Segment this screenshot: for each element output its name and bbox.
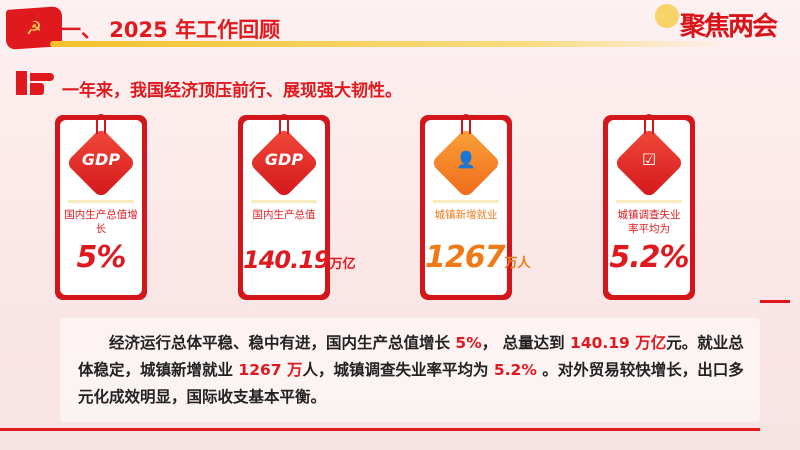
summary-text: 经济运行总体平稳、稳中有进，国内生产总值增长 5%， 总量达到 140.19 万… <box>78 334 744 406</box>
stat-card-gdp-total: GDP 国内生产总值 140.19万亿 <box>238 114 356 300</box>
checklist-icon: ☑ <box>641 150 657 169</box>
corner-accent <box>760 300 790 303</box>
sun-decoration <box>655 4 679 28</box>
section-subtitle: 一年来，我国经济顶压前行、展现强大韧性。 <box>62 81 402 101</box>
title-underline <box>50 41 730 47</box>
stat-card-employment: 👤 城镇新增就业 1267万人 <box>420 114 531 300</box>
stat-card-unemployment: ☑ 城镇调查失业率平均为 5.2% <box>603 114 695 300</box>
card-label: 国内生产总值增长 <box>64 209 138 235</box>
logo: 聚焦两会 <box>680 12 778 42</box>
worker-icon: 👤 <box>456 150 476 169</box>
card-value: 5% <box>76 240 127 275</box>
summary-box <box>60 318 760 422</box>
bottom-divider <box>0 428 760 431</box>
pointing-hand-icon <box>16 71 54 95</box>
card-value: 5.2% <box>609 240 689 275</box>
page-title: 一、 2025 年工作回顾 <box>60 18 281 42</box>
card-label: 城镇新增就业 <box>434 209 498 221</box>
gdp-icon: GDP <box>264 150 304 169</box>
gdp-icon: GDP <box>81 150 121 169</box>
card-value: 1267万人 <box>425 240 531 275</box>
stat-card-gdp-growth: GDP 国内生产总值增长 5% <box>55 114 147 300</box>
card-label: 城镇调查失业率平均为 <box>617 209 681 235</box>
card-label: 国内生产总值 <box>252 209 316 221</box>
card-value: 140.19万亿 <box>243 246 356 274</box>
